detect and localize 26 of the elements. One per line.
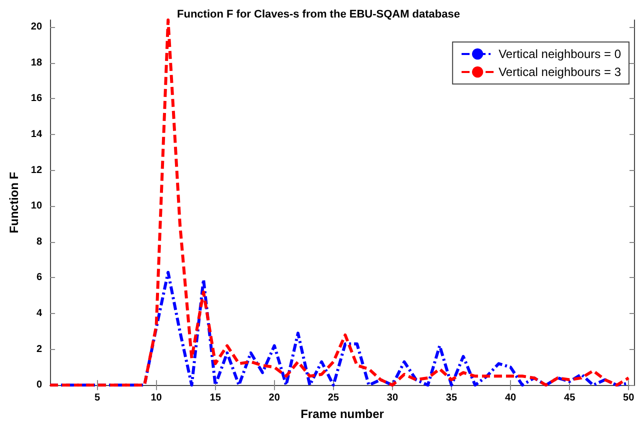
- y-tick-label: 8: [36, 236, 42, 248]
- x-tick-label: 20: [268, 392, 280, 404]
- legend-label: Vertical neighbours = 3: [498, 65, 622, 79]
- x-axis-title: Frame number: [300, 407, 384, 421]
- y-tick-label: 14: [30, 129, 42, 140]
- x-tick-label: 35: [446, 392, 458, 404]
- y-tick-label: 6: [36, 272, 42, 284]
- x-tick-label: 50: [623, 392, 635, 404]
- y-tick-label: 2: [36, 344, 42, 355]
- y-tick-label: 12: [30, 164, 42, 176]
- y-tick-label: 20: [30, 22, 42, 33]
- y-tick-label: 16: [30, 93, 42, 104]
- x-tick-label: 40: [504, 392, 517, 404]
- x-tick-label: 25: [328, 392, 340, 404]
- x-tick-label: 10: [150, 392, 162, 404]
- legend-label: Vertical neighbours = 0: [498, 47, 622, 61]
- chart-title: Function F for Claves-s from the EBU-SQAM database: [177, 8, 460, 20]
- x-tick-label: 45: [564, 392, 576, 404]
- x-tick-label: 30: [386, 392, 398, 404]
- y-tick-label: 10: [30, 200, 42, 212]
- y-axis-title: Function F: [7, 172, 21, 234]
- x-tick-label: 15: [210, 392, 222, 404]
- y-tick-label: 18: [30, 57, 42, 68]
- y-tick-label: 4: [36, 308, 42, 320]
- x-tick-label: 5: [94, 392, 100, 404]
- y-tick-label: 0: [36, 380, 42, 391]
